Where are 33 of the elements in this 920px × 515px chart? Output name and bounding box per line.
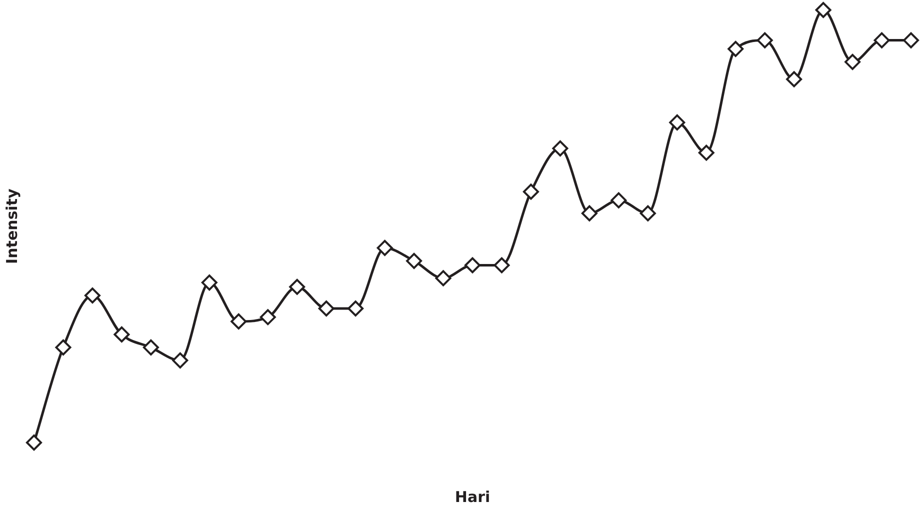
point [581,205,598,222]
point [289,278,306,295]
point [874,32,890,48]
point [756,32,773,48]
point [348,300,364,316]
point [698,144,714,161]
point [815,2,832,18]
point [142,339,159,356]
point [406,252,422,269]
point [230,313,247,330]
point [376,240,393,256]
point [26,434,42,451]
y-axis-title: Intensity [2,188,21,264]
x-axis-title: Hari [454,488,490,506]
point [552,140,568,156]
point [464,257,480,274]
point [172,352,188,368]
point [84,288,100,304]
point [318,300,334,316]
point [786,71,802,88]
point [522,184,539,200]
point [55,339,72,356]
point [640,205,656,222]
point [844,54,861,70]
point [610,192,627,208]
point [494,257,510,274]
point [435,270,452,286]
point [903,32,919,48]
point [260,309,276,326]
point [728,40,744,57]
point [669,114,686,130]
point [114,326,130,342]
point [201,274,218,291]
